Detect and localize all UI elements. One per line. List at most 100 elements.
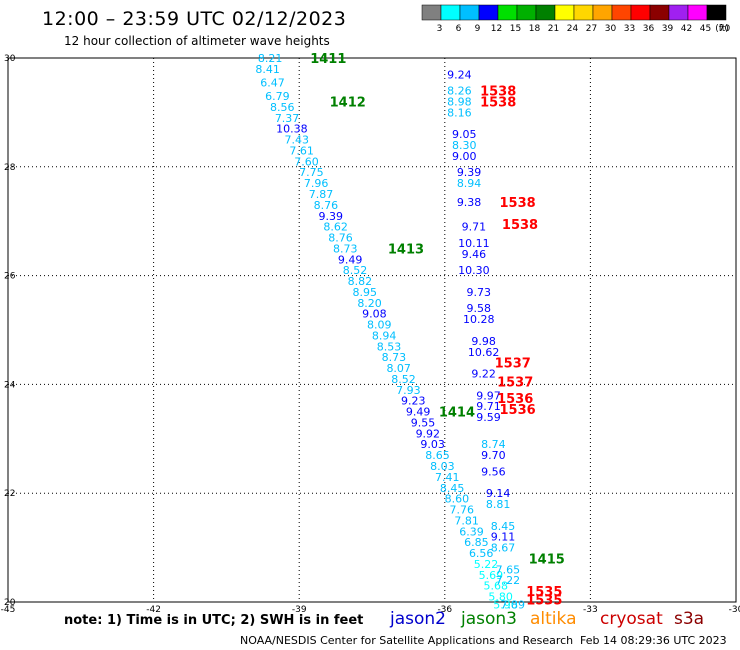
colorbar-label: 33 (624, 24, 635, 34)
data-label-jason3: 8.76 (328, 232, 353, 245)
data-label-jason3: 7.96 (304, 177, 329, 190)
data-label-jason3: 7.60 (294, 155, 319, 168)
data-label-jason2: 8.98 (447, 96, 472, 109)
colorbar-swatch (497, 4, 518, 21)
data-label-jason2: 8.94 (457, 177, 482, 190)
y-tick-label: 20 (4, 598, 16, 608)
data-label-jason3: 5.69 (479, 569, 504, 582)
data-label-jason2: 9.39 (457, 166, 482, 179)
footer-timestamp: Feb 14 08:29:36 UTC 2023 (580, 634, 727, 647)
data-label-jason3: 7.93 (396, 384, 421, 397)
colorbar-label: 18 (529, 24, 541, 34)
data-label-jason2: 10.28 (463, 313, 495, 326)
data-label-jason2: 8.16 (447, 106, 472, 119)
data-label-jason2: 9.59 (476, 411, 501, 424)
data-label-jason3: 5.90 (493, 599, 518, 612)
x-tick-label: -33 (583, 605, 598, 615)
colorbar-label: 45 (700, 24, 711, 34)
colorbar-label: 9 (475, 24, 481, 34)
x-tick-label: -36 (437, 605, 452, 615)
x-tick-label: -42 (146, 605, 161, 615)
data-label-jason2: 8.26 (447, 85, 472, 98)
colorbar-label: 42 (681, 24, 692, 34)
data-label-jason3: 6.39 (459, 525, 484, 538)
data-label-jason3: 8.03 (430, 460, 455, 473)
data-label-jason3: 6.79 (265, 90, 290, 103)
time-annotation: 1414 (439, 406, 475, 421)
time-annotation: 1415 (529, 552, 565, 567)
x-tick-label: -39 (292, 605, 307, 615)
data-label-jason3: 8.82 (348, 275, 373, 288)
time-annotation: 1537 (495, 357, 531, 372)
data-label-jason2: 10.30 (458, 264, 490, 277)
colorbar-swatch (516, 4, 537, 21)
data-label-jason3: 5.80 (488, 591, 513, 604)
data-label-jason2: 9.14 (486, 487, 511, 500)
y-tick-label: 28 (4, 163, 16, 173)
data-label-jason3: 7.87 (309, 188, 334, 201)
time-annotation: 1536 (500, 403, 536, 418)
plot-frame (7, 57, 737, 603)
colorbar-swatch (649, 4, 670, 21)
colorbar-swatch (630, 4, 651, 21)
footer-note: note: 1) Time is in UTC; 2) SWH is in fe… (64, 613, 364, 628)
colorbar-label: 6 (456, 24, 462, 34)
data-label-jason3: 8.41 (255, 63, 280, 76)
data-label-jason3: 8.73 (382, 351, 407, 364)
colorbar-label: 12 (491, 24, 502, 34)
data-label-jason3: 8.65 (425, 449, 450, 462)
time-annotation: 1412 (330, 96, 366, 111)
y-tick-label: 30 (4, 54, 16, 64)
data-label-jason3: 6.47 (260, 76, 285, 89)
legend-jason2: jason2 (390, 609, 446, 629)
data-label-jason2: 9.24 (447, 68, 472, 81)
data-label-jason2: 8.74 (481, 438, 506, 451)
time-annotation: 1535 (526, 593, 562, 608)
time-annotation: 1538 (480, 85, 516, 100)
colorbar-swatch (611, 4, 632, 21)
time-annotation: 1538 (502, 218, 538, 233)
colorbar-label: 21 (548, 24, 559, 34)
legend-altika: altika (530, 609, 577, 629)
data-label-jason3: 8.21 (258, 52, 283, 65)
data-label-jason3: 7.41 (435, 471, 460, 484)
data-label-jason3: 9.23 (401, 395, 426, 408)
y-tick-label: 24 (4, 380, 16, 390)
data-label-jason3: 5.68 (484, 580, 509, 593)
colorbar-label: 3 (437, 24, 443, 34)
legend-cryosat: cryosat (600, 609, 663, 629)
data-label-jason3: 8.94 (372, 329, 397, 342)
colorbar-swatch (478, 4, 499, 21)
data-label-jason3: 7.43 (285, 134, 310, 147)
data-label-jason3: 9.08 (362, 308, 387, 321)
colorbar-swatch (421, 4, 442, 21)
data-label-jason2: 7.22 (496, 574, 521, 587)
time-annotation: 1413 (388, 242, 424, 257)
colorbar-unit: (ft) (715, 24, 729, 34)
data-label-jason2: 10.62 (468, 346, 500, 359)
data-label-jason3: 8.53 (377, 340, 402, 353)
data-label-jason3: 9.03 (420, 438, 445, 451)
data-label-jason2: 9.58 (467, 302, 492, 315)
colorbar-label: 36 (643, 24, 655, 34)
colorbar-swatch (687, 4, 708, 21)
colorbar-label: 15 (510, 24, 521, 34)
footer-credit: NOAA/NESDIS Center for Satellite Applica… (240, 634, 574, 647)
data-label-jason2: 9.97 (476, 389, 501, 402)
colorbar-swatch (592, 4, 613, 21)
data-label-jason2: 9.70 (481, 449, 506, 462)
data-label-jason2: 10.11 (458, 237, 490, 250)
data-label-jason3: 9.39 (318, 210, 343, 223)
time-annotation: 1537 (497, 376, 533, 391)
colorbar-label: 39 (662, 24, 674, 34)
data-label-jason2: 9.71 (476, 400, 501, 413)
data-label-jason2: 8.45 (491, 520, 516, 533)
data-label-jason2: 8.81 (486, 498, 511, 511)
data-label-jason3: 8.60 (445, 493, 470, 506)
data-label-jason3: 8.76 (314, 199, 339, 212)
time-annotation: 1411 (310, 52, 346, 67)
data-label-jason3: 7.61 (289, 144, 314, 157)
colorbar-swatch (668, 4, 689, 21)
legend-s3a: s3a (674, 609, 705, 629)
data-label-jason2: 9.98 (471, 335, 496, 348)
